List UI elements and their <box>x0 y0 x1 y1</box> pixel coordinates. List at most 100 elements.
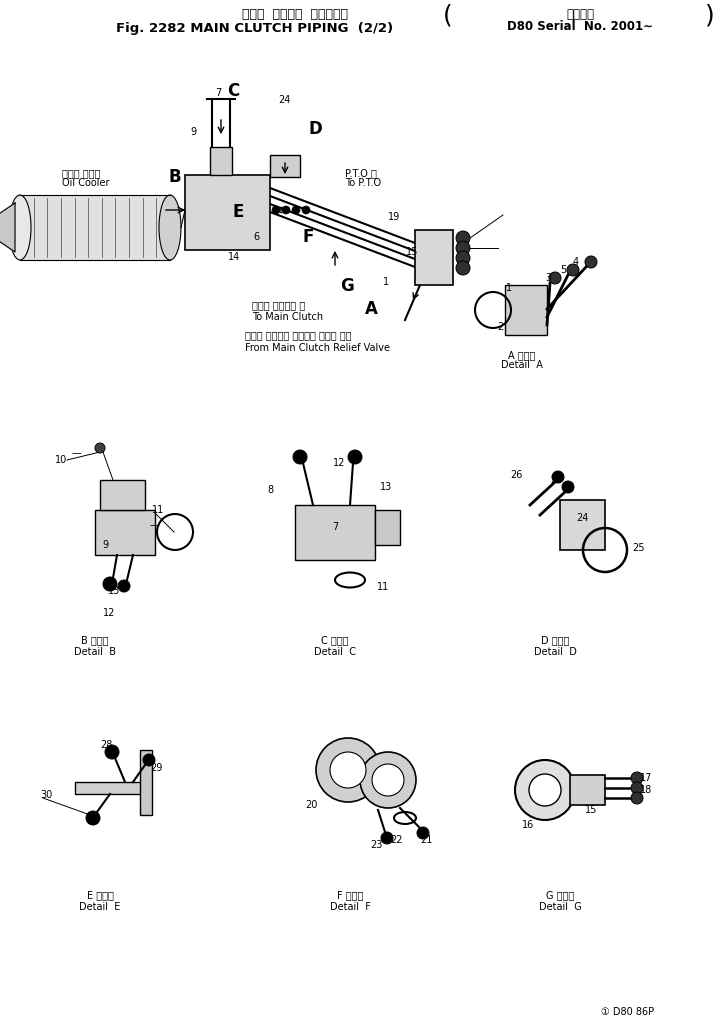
Circle shape <box>585 256 597 268</box>
Text: 22: 22 <box>390 835 402 845</box>
Text: オイル クーラ: オイル クーラ <box>62 168 100 178</box>
Circle shape <box>456 230 470 245</box>
Text: 15: 15 <box>406 247 418 257</box>
Text: D80 Serial  No. 2001∼: D80 Serial No. 2001∼ <box>507 20 653 33</box>
Circle shape <box>562 481 574 493</box>
FancyBboxPatch shape <box>560 500 605 549</box>
FancyBboxPatch shape <box>505 285 547 335</box>
Text: 14: 14 <box>228 252 240 262</box>
Text: From Main Clutch Relief Valve: From Main Clutch Relief Valve <box>245 343 390 353</box>
FancyBboxPatch shape <box>210 147 232 175</box>
Text: 24: 24 <box>576 513 588 523</box>
Circle shape <box>143 754 155 766</box>
Circle shape <box>105 745 119 759</box>
Circle shape <box>103 577 117 591</box>
Circle shape <box>348 450 362 464</box>
Text: D: D <box>308 120 322 138</box>
Text: 1: 1 <box>506 283 512 293</box>
Text: 1: 1 <box>383 277 389 287</box>
Circle shape <box>372 764 404 796</box>
Text: 7: 7 <box>215 88 221 98</box>
Text: F: F <box>302 228 314 246</box>
FancyBboxPatch shape <box>140 750 152 815</box>
Text: 18: 18 <box>640 785 653 795</box>
Text: 9: 9 <box>102 540 108 549</box>
Text: A 詳細図: A 詳細図 <box>508 350 536 360</box>
Text: 21: 21 <box>420 835 433 845</box>
FancyBboxPatch shape <box>75 782 145 794</box>
Circle shape <box>293 450 307 464</box>
Text: —: — <box>150 520 160 530</box>
Polygon shape <box>0 203 15 252</box>
FancyBboxPatch shape <box>20 196 170 260</box>
Text: Detail  B: Detail B <box>74 647 116 657</box>
Text: 2: 2 <box>497 322 503 332</box>
Text: 13: 13 <box>108 586 120 596</box>
FancyBboxPatch shape <box>95 510 155 555</box>
Text: Detail  A: Detail A <box>501 360 543 370</box>
Text: Detail  F: Detail F <box>329 902 371 912</box>
FancyBboxPatch shape <box>185 175 270 250</box>
Text: B 詳細図: B 詳細図 <box>81 635 109 645</box>
FancyBboxPatch shape <box>345 758 390 770</box>
FancyBboxPatch shape <box>375 510 400 545</box>
Circle shape <box>631 792 643 804</box>
Circle shape <box>95 443 105 453</box>
Text: 11: 11 <box>377 582 389 592</box>
Text: 12: 12 <box>103 608 115 618</box>
Text: 7: 7 <box>332 522 338 532</box>
Text: G: G <box>340 277 354 295</box>
Text: 20: 20 <box>305 800 317 810</box>
Text: To Main Clutch: To Main Clutch <box>252 312 323 322</box>
Text: メイン クラッチ へ: メイン クラッチ へ <box>252 300 305 310</box>
Text: 15: 15 <box>585 805 598 815</box>
Circle shape <box>567 264 579 276</box>
Text: G 詳細図: G 詳細図 <box>546 890 574 900</box>
Text: 適用号第: 適用号第 <box>566 8 594 21</box>
Text: 16: 16 <box>522 820 534 830</box>
Circle shape <box>302 206 310 214</box>
Text: E: E <box>232 203 244 221</box>
Text: 26: 26 <box>510 470 523 480</box>
Text: 11: 11 <box>152 505 164 514</box>
Text: Fig. 2282 MAIN CLUTCH PIPING  (2/2): Fig. 2282 MAIN CLUTCH PIPING (2/2) <box>116 22 394 35</box>
Text: A: A <box>365 300 378 318</box>
Circle shape <box>417 827 429 839</box>
FancyBboxPatch shape <box>270 155 300 177</box>
Circle shape <box>631 772 643 784</box>
Text: 10: 10 <box>55 455 67 465</box>
Text: 6: 6 <box>253 232 259 242</box>
Text: 27: 27 <box>550 475 562 485</box>
Ellipse shape <box>159 196 181 260</box>
Text: C 詳細図: C 詳細図 <box>322 635 349 645</box>
Text: ): ) <box>705 4 715 28</box>
Text: メイン クラッチ リリーフ バルブ から: メイン クラッチ リリーフ バルブ から <box>245 330 352 340</box>
Circle shape <box>86 811 100 825</box>
Circle shape <box>529 774 561 806</box>
Circle shape <box>456 241 470 255</box>
Text: E 詳細図: E 詳細図 <box>87 890 113 900</box>
Circle shape <box>549 272 561 284</box>
Text: 5: 5 <box>560 265 566 275</box>
FancyBboxPatch shape <box>295 505 375 560</box>
Text: 25: 25 <box>632 543 645 553</box>
FancyBboxPatch shape <box>100 480 145 510</box>
Circle shape <box>316 738 380 802</box>
Text: 24: 24 <box>278 95 291 105</box>
Circle shape <box>272 206 280 214</box>
FancyBboxPatch shape <box>415 230 453 285</box>
Circle shape <box>118 580 130 592</box>
Text: 3: 3 <box>545 273 551 283</box>
Text: 9: 9 <box>190 127 196 137</box>
Text: B: B <box>168 168 181 186</box>
Text: —: — <box>72 448 81 458</box>
Text: 12: 12 <box>333 458 345 468</box>
Text: 23: 23 <box>370 840 382 850</box>
Circle shape <box>552 471 564 483</box>
Text: 19: 19 <box>388 212 400 222</box>
Text: Detail  D: Detail D <box>534 647 576 657</box>
Text: P.T.O へ: P.T.O へ <box>345 168 377 178</box>
Text: ① D80 86P: ① D80 86P <box>601 1006 654 1017</box>
Circle shape <box>456 251 470 265</box>
Text: Oil Cooler: Oil Cooler <box>62 178 110 188</box>
